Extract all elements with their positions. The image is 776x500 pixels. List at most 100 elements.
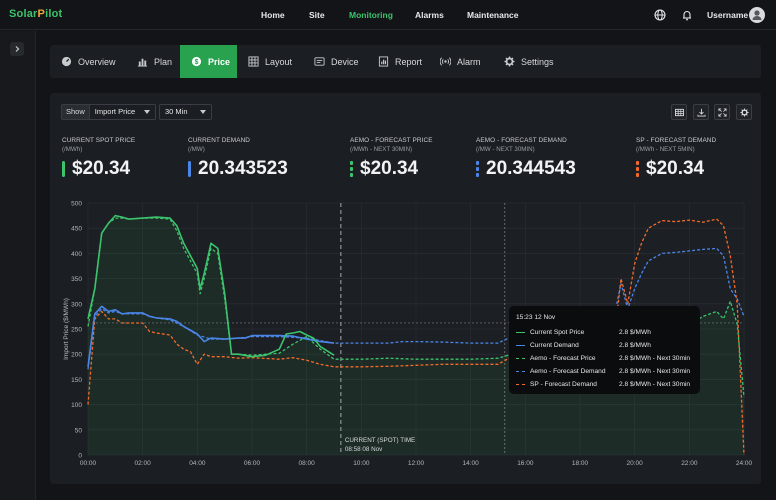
device-icon (314, 57, 325, 66)
tab-layout[interactable]: Layout (237, 45, 303, 78)
kpi-unit: (/MWh - NEXT 5MIN) (636, 146, 695, 153)
nav-maintenance[interactable]: Maintenance (467, 10, 519, 20)
tooltip-series-value: 2.8 $/MWh - Next 30min (619, 368, 691, 375)
sidebar (0, 31, 36, 500)
x-tick-label: 14:00 (463, 460, 480, 465)
x-tick-label: 02:00 (135, 460, 152, 465)
table-view-button[interactable] (671, 104, 687, 120)
x-tick-label: 16:00 (517, 460, 534, 465)
current-time-label: CURRENT (SPOT) TIME (345, 437, 415, 444)
bar-chart-icon (137, 58, 148, 67)
series-line-current-spot-price (87, 214, 335, 358)
show-label: Show (62, 105, 90, 119)
y-tick-label: 400 (71, 251, 82, 258)
tooltip-time: 15:23 12 Nov (516, 314, 556, 321)
tab-plan-label: Plan (154, 56, 173, 67)
bell-icon[interactable] (680, 8, 694, 22)
tab-price[interactable]: $ Price (180, 45, 237, 78)
legend-swatch (516, 371, 525, 372)
tab-settings[interactable]: Settings (493, 45, 569, 78)
tab-report[interactable]: Report (367, 45, 429, 78)
interval-select[interactable]: 30 Min (159, 104, 212, 120)
nav-site[interactable]: Site (309, 10, 325, 20)
x-tick-label: 00:00 (80, 460, 97, 465)
tooltip-series-name: Aemo - Forecast Price (530, 355, 596, 362)
tooltip-series-value: 2.8 $/MWh - Next 30min (619, 381, 691, 388)
gauge-icon (61, 56, 72, 67)
tab-alarm[interactable]: Alarm (429, 45, 493, 78)
tooltip-series-name: Current Spot Price (530, 329, 585, 336)
user-icon (752, 10, 762, 20)
y-tick-label: 500 (71, 201, 82, 208)
tab-overview-label: Overview (78, 56, 116, 67)
nav-home[interactable]: Home (261, 10, 285, 20)
tab-report-label: Report (395, 56, 423, 67)
kpi-dashed-indicator (350, 161, 353, 177)
nav-alarms[interactable]: Alarms (415, 10, 444, 20)
grid-icon (248, 56, 259, 67)
fullscreen-icon (717, 107, 727, 117)
x-tick-label: 12:00 (408, 460, 425, 465)
y-tick-label: 450 (71, 226, 82, 233)
kpi-card: CURRENT SPOT PRICE (/MWh) $20.34 (62, 136, 135, 180)
metric-selector: Show Import Price (61, 104, 156, 120)
tab-device-label: Device (331, 56, 359, 67)
username[interactable]: Username (707, 10, 749, 20)
tab-overview[interactable]: Overview (50, 45, 126, 78)
globe-icon[interactable] (653, 8, 667, 22)
tooltip-series-name: SP - Forecast Demand (530, 381, 597, 388)
kpi-value: 20.343523 (198, 158, 288, 179)
tab-plan[interactable]: Plan (126, 45, 180, 78)
y-tick-label: 300 (71, 301, 82, 308)
tooltip-row: Aemo - Forecast Demand 2.8 $/MWh - Next 3… (516, 365, 693, 378)
tooltip-series-name: Current Demand (530, 342, 579, 349)
fullscreen-button[interactable] (714, 104, 730, 120)
chart-tooltip: 15:23 12 Nov Current Spot Price 2.8 $/MWh… (509, 306, 700, 394)
logo[interactable]: SolarPilot (9, 8, 63, 20)
kpi-dashed-indicator (636, 161, 639, 177)
table-icon (674, 108, 684, 116)
tooltip-row: Aemo - Forecast Price 2.8 $/MWh - Next 30… (516, 352, 693, 365)
series-line-aemo-forecast-demand (87, 247, 745, 370)
tab-layout-label: Layout (265, 56, 293, 67)
kpi-card: CURRENT DEMAND (/MW) 20.343523 (188, 136, 288, 180)
kpi-value: 20.344543 (486, 158, 576, 179)
kpi-indicator (62, 161, 65, 177)
report-icon (378, 56, 389, 67)
current-time-value: 08:58 08 Nov (345, 446, 383, 453)
legend-swatch (516, 384, 525, 385)
kpi-unit: (/MWh) (62, 146, 83, 153)
metric-select[interactable]: Import Price (90, 105, 155, 119)
y-tick-label: 350 (71, 276, 82, 283)
kpi-title: CURRENT DEMAND (188, 137, 250, 144)
x-tick-label: 20:00 (627, 460, 644, 465)
tooltip-series-name: Aemo - Forecast Demand (530, 368, 606, 375)
kpi-title: AEMO - FORECAST DEMAND (476, 137, 567, 144)
nav-monitoring[interactable]: Monitoring (349, 10, 393, 20)
kpi-value: $20.34 (646, 158, 705, 179)
x-tick-label: 10:00 (353, 460, 370, 465)
settings-icon (739, 107, 749, 117)
tab-device[interactable]: Device (303, 45, 367, 78)
x-tick-label: 22:00 (681, 460, 698, 465)
kpi-unit: (/MW) (188, 146, 205, 153)
chevron-right-icon (15, 46, 20, 52)
kpi-value: $20.34 (72, 158, 131, 179)
y-tick-label: 0 (78, 453, 82, 460)
x-tick-label: 08:00 (299, 460, 316, 465)
tooltip-series-value: 2.8 $/MWh (619, 329, 651, 336)
sidebar-toggle[interactable] (10, 42, 24, 56)
kpi-dashed-indicator (476, 161, 479, 177)
kpi-unit: (/MWh - NEXT 30MIN) (350, 146, 413, 153)
y-tick-label: 250 (71, 327, 82, 334)
download-button[interactable] (693, 104, 709, 120)
tooltip-series-value: 2.8 $/MWh - Next 30min (619, 355, 691, 362)
avatar[interactable] (749, 7, 765, 23)
chart-settings-button[interactable] (736, 104, 752, 120)
y-tick-label: 200 (71, 352, 82, 359)
interval-select-value: 30 Min (165, 107, 188, 116)
kpi-card: AEMO - FORECAST DEMAND (/MW - NEXT 30MIN)… (476, 136, 576, 180)
svg-text:$: $ (195, 59, 199, 66)
kpi-title: CURRENT SPOT PRICE (62, 137, 136, 144)
tooltip-row: Current Demand 2.8 $/MWh (516, 339, 693, 352)
